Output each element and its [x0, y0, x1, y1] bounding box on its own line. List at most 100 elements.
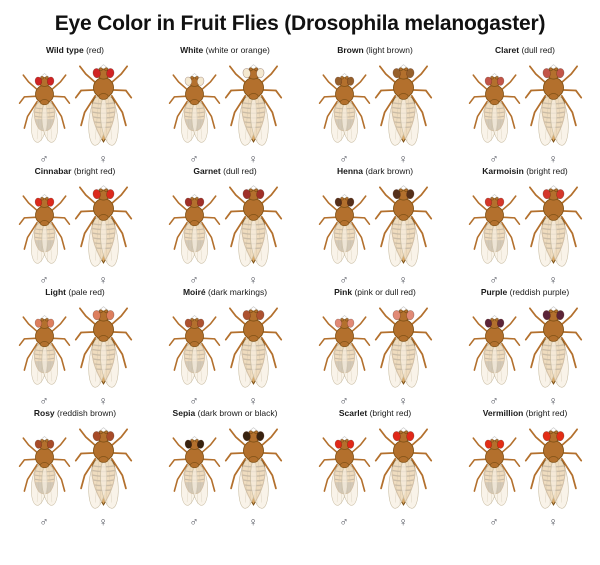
- fly-eye: [334, 439, 342, 449]
- variant-name: Purple: [480, 287, 508, 297]
- fly-scutellum: [189, 98, 199, 105]
- female-column: ♀: [524, 184, 583, 286]
- head-bristles: [37, 193, 51, 200]
- fly-antenna: [489, 317, 494, 321]
- head-bristles: [395, 63, 411, 71]
- variant-description: (dull red): [223, 166, 257, 176]
- variant-name: Wild type: [45, 45, 84, 55]
- fly-pair: ♂ ♀: [18, 419, 133, 528]
- male-column: ♂: [318, 193, 371, 287]
- fly-eye: [484, 439, 492, 449]
- fly-eye: [92, 67, 101, 78]
- male-symbol: ♂: [489, 394, 499, 408]
- fly-legs: [318, 436, 370, 492]
- fly-legs: [374, 64, 432, 126]
- fly-wings: [387, 336, 419, 388]
- female-column: ♀: [224, 305, 283, 408]
- fly-eye: [542, 67, 551, 78]
- fly-legs: [18, 73, 70, 129]
- fly-scutellum: [97, 455, 109, 463]
- fly-eye: [484, 197, 492, 207]
- fly-wings: [537, 94, 569, 146]
- fly-antenna: [39, 75, 44, 79]
- fly-legs: [524, 64, 582, 126]
- male-column: ♂: [18, 193, 71, 287]
- female-column: ♀: [74, 63, 133, 165]
- male-fly-illustration: [168, 435, 220, 506]
- male-fly-illustration: [18, 72, 70, 143]
- male-symbol: ♂: [39, 273, 49, 287]
- variant-cell: Claret (dull red) ♂: [450, 44, 600, 165]
- fly-wings: [87, 336, 119, 388]
- male-column: ♂: [18, 314, 71, 407]
- variant-name: Pink: [334, 287, 353, 297]
- head-bristles: [37, 314, 51, 321]
- fly-scutellum: [547, 92, 559, 100]
- variant-name: Scarlet: [338, 408, 368, 418]
- male-symbol: ♂: [339, 273, 349, 287]
- fly-eye: [555, 188, 564, 199]
- variant-label: Scarlet (bright red): [339, 407, 411, 419]
- variant-label: Henna (dark brown): [337, 165, 413, 177]
- female-fly-illustration: [524, 63, 582, 146]
- fly-wings: [87, 457, 119, 509]
- fly-antenna: [403, 308, 408, 313]
- fly-antenna: [398, 308, 403, 313]
- fly-legs: [374, 427, 432, 489]
- fly-eye: [242, 67, 251, 78]
- fly-antenna: [44, 317, 49, 321]
- fly-scutellum: [339, 98, 349, 105]
- fly-legs: [468, 436, 520, 492]
- female-column: ♀: [524, 63, 583, 165]
- fly-antenna: [98, 308, 103, 313]
- fly-legs: [468, 194, 520, 250]
- female-fly-illustration: [224, 184, 282, 267]
- fly-antenna: [548, 187, 553, 192]
- female-symbol: ♀: [248, 394, 258, 408]
- fly-eye: [405, 188, 414, 199]
- fly-eye: [34, 76, 42, 86]
- male-column: ♂: [168, 435, 221, 528]
- fly-wings: [30, 342, 58, 385]
- fly-scutellum: [39, 461, 49, 468]
- fly-eye: [105, 430, 114, 441]
- fly-pair: ♂ ♀: [318, 56, 433, 165]
- variant-label: Vermillion (bright red): [483, 407, 568, 419]
- head-bristles: [37, 435, 51, 442]
- female-fly-illustration: [74, 184, 132, 267]
- male-symbol: ♂: [339, 152, 349, 166]
- variant-description: (bright red): [525, 408, 568, 418]
- variant-description: (reddish brown): [57, 408, 117, 418]
- fly-eye: [242, 430, 251, 441]
- fly-wings: [180, 342, 208, 385]
- fly-scutellum: [547, 213, 559, 221]
- female-fly-illustration: [374, 63, 432, 146]
- fly-pair: ♂ ♀: [18, 177, 133, 286]
- fly-pair: ♂ ♀: [468, 177, 583, 286]
- male-symbol: ♂: [189, 152, 199, 166]
- fly-antenna: [489, 438, 494, 442]
- fly-antenna: [189, 438, 194, 442]
- head-bristles: [187, 314, 201, 321]
- male-column: ♂: [18, 72, 71, 165]
- head-bristles: [187, 193, 201, 200]
- head-bristles: [545, 184, 561, 192]
- fly-antenna: [398, 429, 403, 434]
- fly-scutellum: [489, 340, 499, 347]
- male-fly-illustration: [168, 72, 220, 143]
- female-column: ♀: [374, 184, 433, 286]
- variant-grid: Wild type (red) ♂: [0, 44, 600, 528]
- female-symbol: ♀: [98, 515, 108, 529]
- female-fly-illustration: [374, 426, 432, 509]
- variant-name: Moiré: [182, 287, 206, 297]
- head-bristles: [95, 426, 111, 434]
- variant-cell: White (white or orange) ♂: [150, 44, 300, 165]
- female-fly-illustration: [74, 305, 132, 388]
- fly-antenna: [248, 429, 253, 434]
- fly-antenna: [398, 187, 403, 192]
- fly-eye: [496, 76, 504, 86]
- fly-antenna: [344, 317, 349, 321]
- fly-antenna: [344, 438, 349, 442]
- fly-eye: [392, 188, 401, 199]
- female-column: ♀: [74, 426, 133, 529]
